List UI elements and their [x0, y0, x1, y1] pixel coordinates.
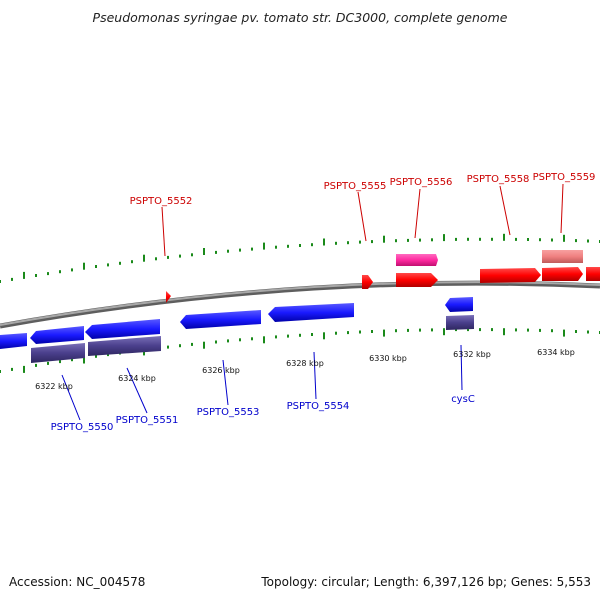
genome-summary-text: Topology: circular; Length: 6,397,126 bp…: [261, 575, 591, 589]
gene-label-forward[interactable]: PSPTO_5552: [130, 196, 193, 207]
feature-reverse[interactable]: [446, 315, 474, 330]
scale-label: 6332 kbp: [453, 350, 491, 359]
label-leader-line: [560, 183, 564, 234]
forward-gene-labels: PSPTO_5552 PSPTO_5555 PSPTO_5556 PSPTO_5…: [130, 172, 596, 257]
label-leader-line: [313, 351, 317, 400]
label-leader-line: [499, 185, 511, 236]
gene-label-reverse[interactable]: cysC: [451, 394, 475, 405]
scale-label: 6326 kbp: [202, 366, 240, 375]
gene-label-reverse[interactable]: PSPTO_5550: [51, 422, 114, 433]
label-leader-line: [126, 367, 148, 414]
forward-strand-features: [166, 250, 600, 303]
label-leader-line: [357, 191, 367, 242]
label-leader-line: [61, 374, 81, 421]
label-leader-line: [414, 188, 421, 239]
genome-backbone: [0, 280, 600, 329]
scale-label: 6324 kbp: [118, 374, 156, 383]
scale-label: 6328 kbp: [286, 359, 324, 368]
gene-arrow-forward[interactable]: [542, 267, 583, 281]
gene-arrow-forward[interactable]: [586, 267, 600, 281]
reverse-strand-features: [0, 297, 474, 363]
scale-label: 6330 kbp: [369, 354, 407, 363]
genome-title: Pseudomonas syringae pv. tomato str. DC3…: [92, 10, 508, 25]
accession-text: Accession: NC_004578: [9, 575, 146, 589]
gene-arrow-reverse[interactable]: [268, 303, 354, 322]
gene-arrow-forward[interactable]: [396, 254, 438, 266]
scale-label: 6334 kbp: [537, 348, 575, 357]
reverse-tick-row: [0, 328, 600, 373]
gene-label-forward[interactable]: PSPTO_5555: [324, 181, 387, 192]
gene-arrow-reverse[interactable]: [445, 297, 473, 312]
gene-arrow-forward[interactable]: [480, 268, 541, 283]
gene-label-forward[interactable]: PSPTO_5559: [533, 172, 596, 183]
label-leader-line: [460, 344, 463, 391]
gene-arrow-forward[interactable]: [166, 291, 171, 303]
gene-arrow-forward[interactable]: [362, 275, 373, 289]
gene-arrow-reverse[interactable]: [30, 326, 84, 344]
label-leader-line: [161, 206, 166, 257]
feature-reverse[interactable]: [31, 343, 85, 363]
feature-forward[interactable]: [542, 250, 583, 263]
scale-labels: 6322 kbp 6324 kbp 6326 kbp 6328 kbp 6330…: [35, 348, 575, 391]
gene-arrow-reverse[interactable]: [180, 310, 261, 329]
gene-label-forward[interactable]: PSPTO_5558: [467, 174, 530, 185]
forward-tick-row: [0, 233, 600, 283]
gene-label-reverse[interactable]: PSPTO_5551: [116, 415, 179, 426]
gene-label-forward[interactable]: PSPTO_5556: [390, 177, 453, 188]
gene-label-reverse[interactable]: PSPTO_5554: [287, 401, 350, 412]
feature-reverse[interactable]: [88, 336, 161, 356]
label-leader-line: [222, 359, 229, 406]
scale-label: 6322 kbp: [35, 382, 73, 391]
gene-label-reverse[interactable]: PSPTO_5553: [197, 407, 260, 418]
gene-arrow-reverse[interactable]: [85, 319, 160, 339]
genome-backbone-highlight: [0, 281, 600, 326]
reverse-gene-labels: PSPTO_5550 PSPTO_5551 PSPTO_5553 PSPTO_5…: [51, 344, 475, 433]
gene-arrow-reverse[interactable]: [0, 333, 27, 349]
gene-arrow-forward[interactable]: [396, 273, 438, 287]
